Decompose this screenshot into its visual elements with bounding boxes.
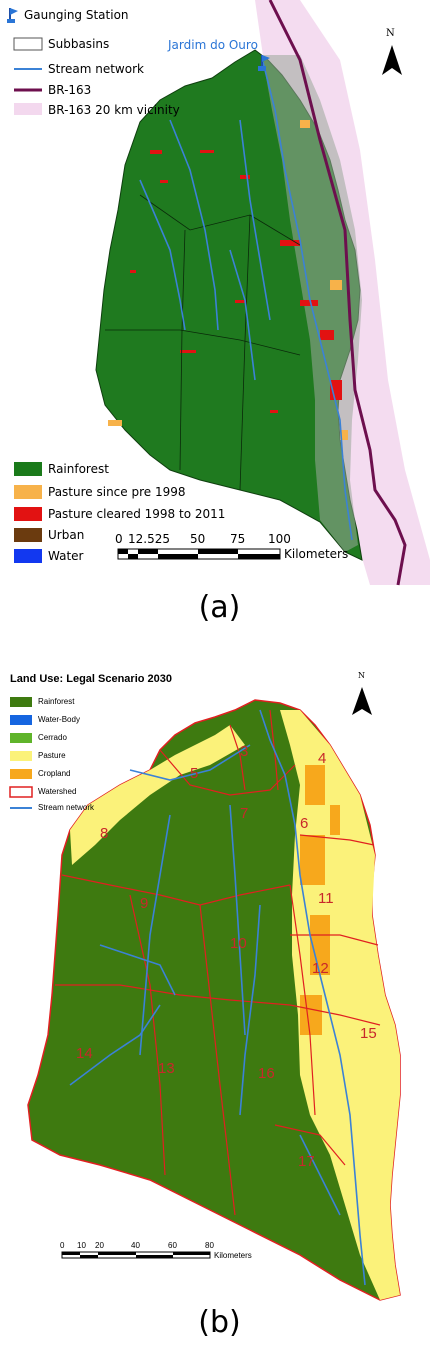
legend-gauging-station: Gaunging Station — [24, 8, 129, 22]
scale-tick-100: 100 — [268, 532, 291, 546]
subbasin-label-10: 10 — [230, 935, 247, 952]
subbasin-label-15: 15 — [360, 1025, 377, 1042]
cropland-patches — [300, 765, 340, 1035]
legend-b-swatches — [9, 697, 33, 809]
scale-tick-0: 0 — [115, 532, 123, 546]
legend-b-watershed: Watershed — [38, 787, 77, 796]
north-label-a: N — [386, 28, 395, 39]
scale-b-unit: Kilometers — [214, 1251, 252, 1260]
title-b: Land Use: Legal Scenario 2030 — [10, 673, 173, 685]
pasture-west — [70, 725, 245, 865]
scale-b-tick-20: 20 — [95, 1241, 104, 1250]
legend-subbasins: Subbasins — [48, 37, 110, 51]
subbasin-label-16: 16 — [258, 1065, 275, 1082]
legend-b-pasture: Pasture — [38, 751, 66, 760]
legend-stream-network: Stream network — [48, 62, 144, 76]
legend-top-swatches — [7, 8, 43, 115]
scale-b-tick-60: 60 — [168, 1241, 177, 1250]
old-pasture-patches — [108, 120, 348, 440]
legend-b-stream-network: Stream network — [38, 803, 95, 812]
scale-bar-b — [61, 1251, 211, 1259]
map-b-canvas — [9, 687, 401, 1301]
legend-b-water-body: Water-Body — [38, 715, 80, 724]
legend-b-cropland: Cropland — [38, 769, 71, 778]
map-panel-b: Land Use: Legal Scenario 2030 N Rainfore… — [0, 655, 439, 1305]
map-a-canvas — [7, 0, 430, 586]
legend-pasture-cleared: Pasture cleared 1998 to 2011 — [48, 507, 226, 521]
scale-tick-50: 50 — [190, 532, 206, 546]
subbasin-label-7: 7 — [240, 805, 249, 822]
scale-bar-a — [117, 548, 281, 560]
scale-unit-a: Kilometers — [284, 547, 349, 561]
stream-network-b — [69, 709, 366, 1286]
north-label-b: N — [358, 671, 365, 680]
scale-tick-75: 75 — [230, 532, 246, 546]
north-arrow-b-icon — [352, 687, 372, 715]
legend-b-cerrado: Cerrado — [38, 733, 67, 742]
scale-b-tick-0: 0 — [60, 1241, 65, 1250]
subbasin-label-9: 9 — [140, 895, 149, 912]
station-label: Jardim do Ouro — [168, 38, 258, 52]
legend-br163: BR-163 — [48, 83, 92, 97]
caption-b: (b) — [198, 1305, 241, 1340]
subbasin-label-5: 5 — [190, 765, 199, 782]
scale-b-tick-80: 80 — [205, 1241, 214, 1250]
br163-road — [268, 0, 407, 586]
scale-tick-12525: 12.525 — [128, 532, 170, 546]
station-flag-icon — [258, 55, 270, 71]
subbasin-label-8: 8 — [100, 825, 109, 842]
scale-b-tick-10: 10 — [77, 1241, 86, 1250]
north-arrow-a-icon — [382, 45, 402, 75]
subbasin-label-17: 17 — [298, 1153, 315, 1170]
watershed-lines — [55, 709, 381, 1216]
subbasin-label-3: 3 — [240, 743, 249, 760]
scale-b-tick-40: 40 — [131, 1241, 140, 1250]
subbasin-lines — [105, 194, 301, 491]
subbasin-label-6: 6 — [300, 815, 309, 832]
subbasin-label-13: 13 — [158, 1060, 175, 1077]
legend-urban: Urban — [48, 528, 85, 542]
legend-pasture-pre1998: Pasture since pre 1998 — [48, 485, 186, 499]
caption-a: (a) — [198, 590, 241, 625]
subbasin-label-4: 4 — [318, 750, 327, 767]
legend-rainforest-a: Rainforest — [48, 462, 109, 476]
subbasin-label-12: 12 — [312, 960, 329, 977]
legend-br163-vicinity: BR-163 20 km vicinity — [48, 103, 180, 117]
stream-network-a — [139, 61, 353, 541]
subbasin-label-14: 14 — [76, 1045, 93, 1062]
legend-water: Water — [48, 549, 84, 563]
legend-bottom-swatches — [14, 462, 42, 563]
legend-b-rainforest: Rainforest — [38, 697, 75, 706]
subbasin-label-11: 11 — [318, 890, 334, 907]
map-panel-a: Gaunging Station Subbasins Stream networ… — [0, 0, 439, 590]
